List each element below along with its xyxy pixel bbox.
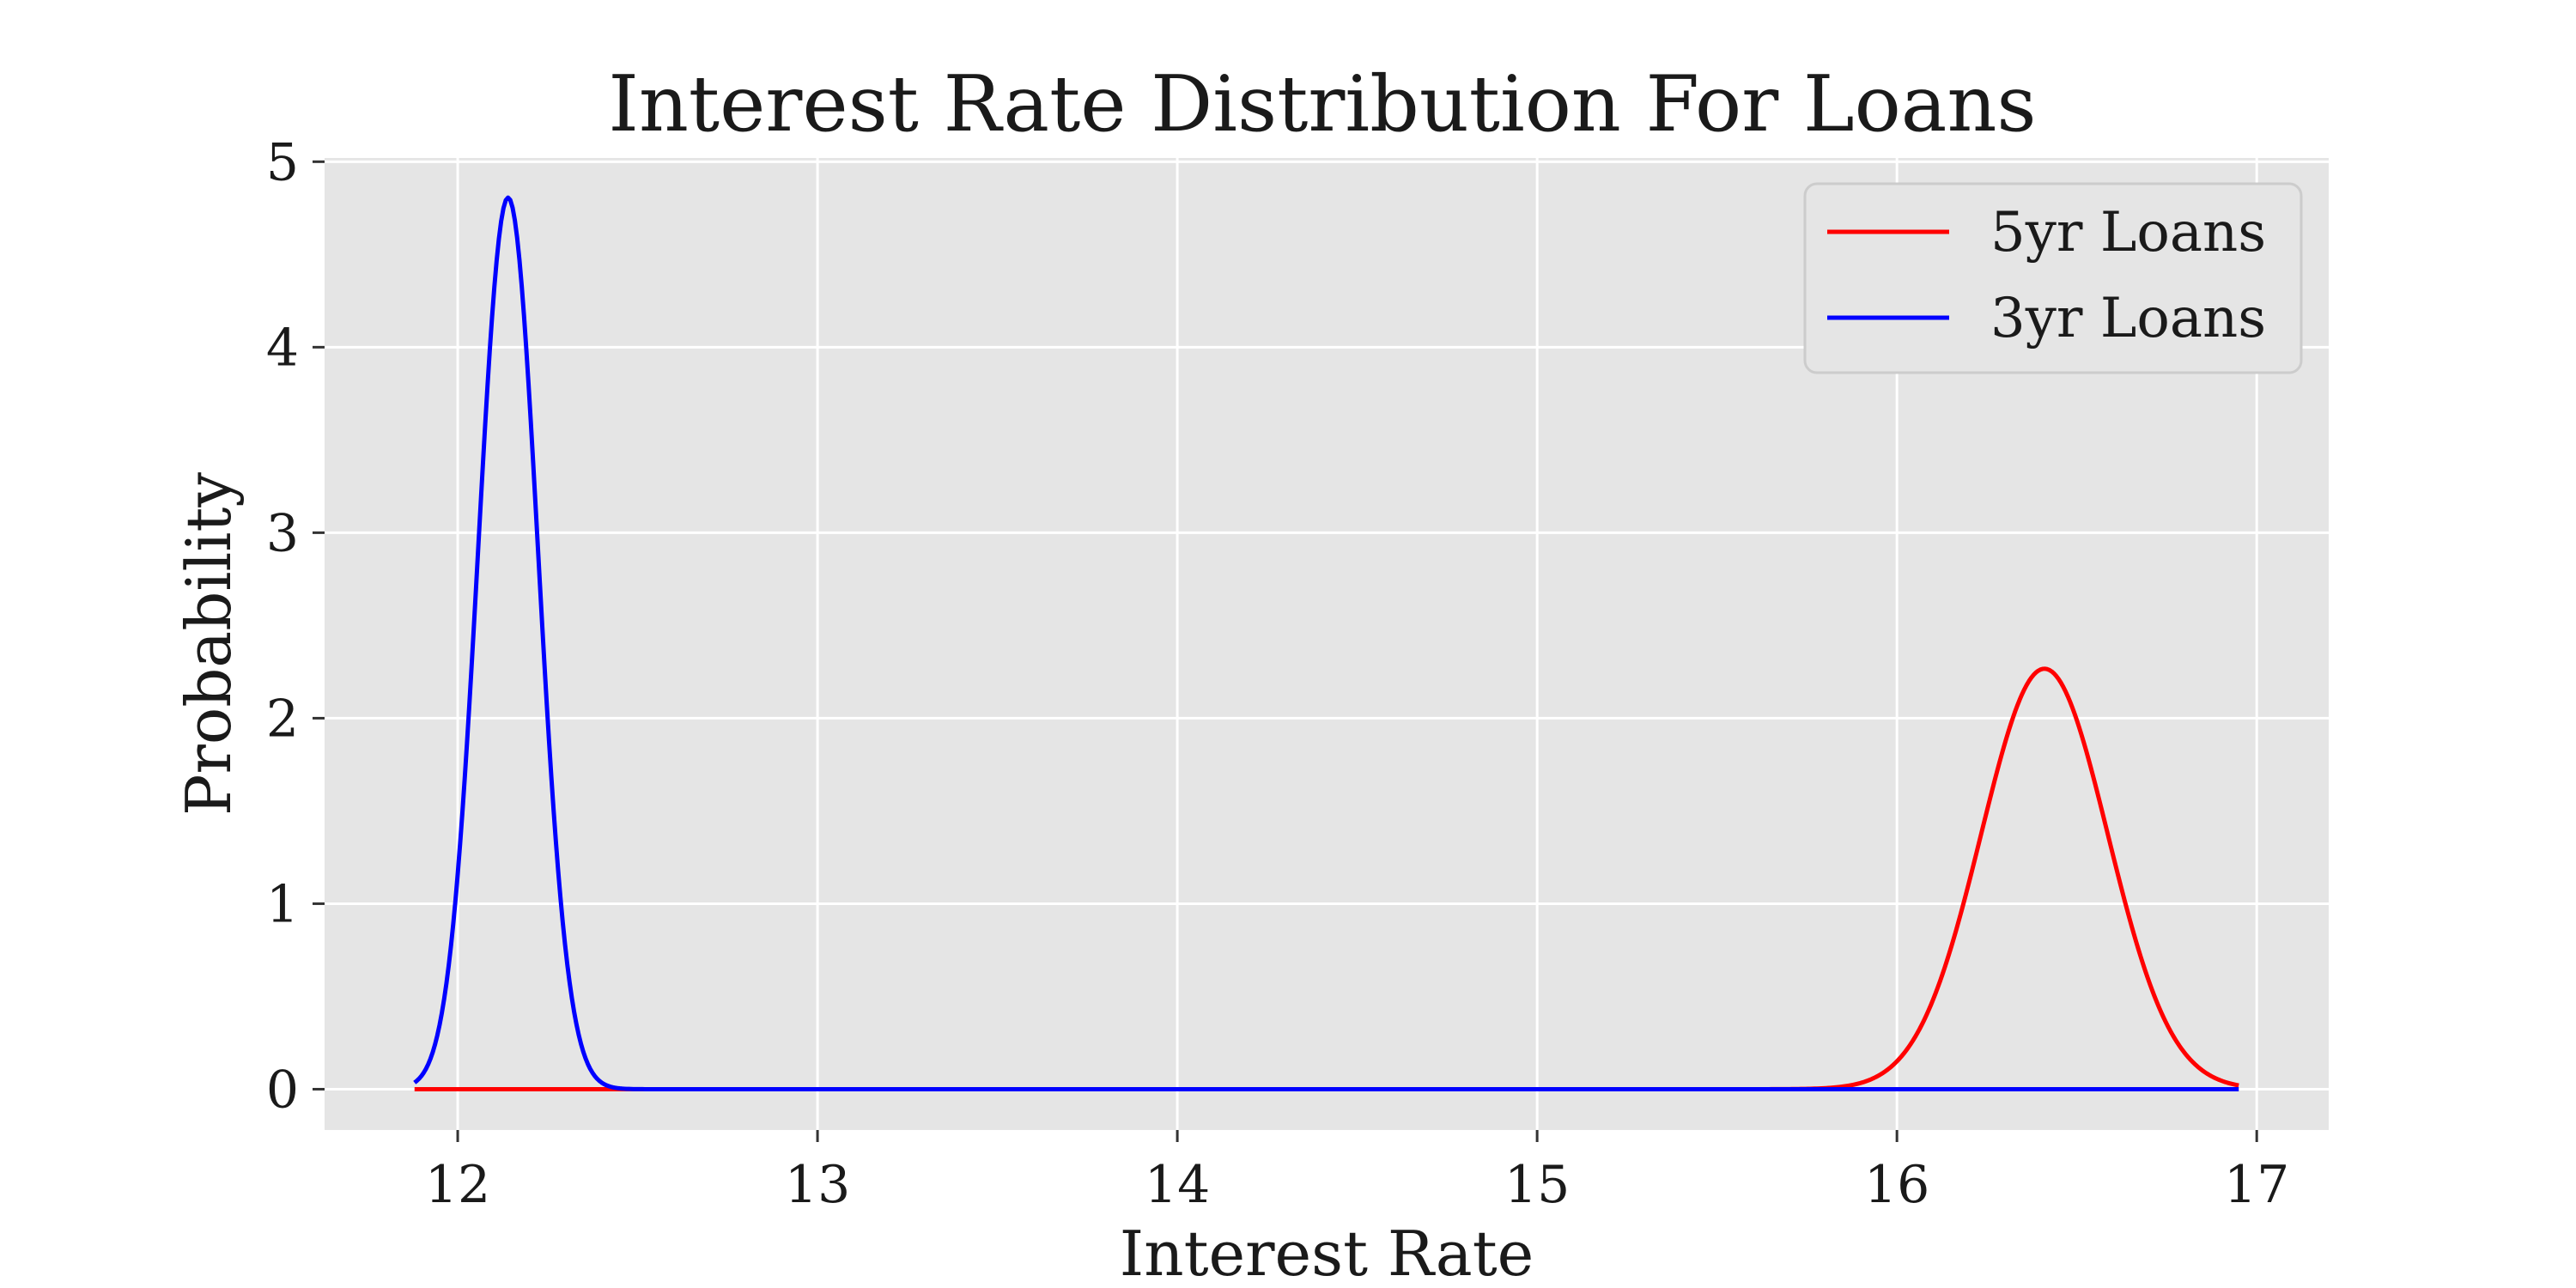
y-tick-label: 5 <box>266 132 299 192</box>
y-axis-ticks: 0 1 2 3 4 5 <box>266 132 325 1120</box>
y-tick-label: 4 <box>266 318 299 378</box>
x-tick-label: 15 <box>1504 1155 1570 1215</box>
y-tick-label: 2 <box>266 689 299 749</box>
y-tick-label: 0 <box>266 1060 299 1120</box>
x-gridlines <box>456 158 2258 1130</box>
x-axis-ticks: 12 13 14 15 16 17 <box>425 1130 2289 1215</box>
x-tick-label: 13 <box>785 1155 850 1215</box>
series-line-3yr-loans <box>413 195 2239 1091</box>
legend-label-5yr-loans: 5yr Loans <box>1990 201 2266 264</box>
y-axis-label: Probability <box>173 472 245 816</box>
x-tick-label: 14 <box>1145 1155 1210 1215</box>
legend-label-3yr-loans: 3yr Loans <box>1990 287 2266 350</box>
chart-title: Interest Rate Distribution For Loans <box>608 59 2036 149</box>
y-tick-label: 3 <box>266 503 299 563</box>
legend: 5yr Loans 3yr Loans <box>1803 182 2303 374</box>
x-axis-label: Interest Rate <box>1120 1218 1534 1288</box>
x-tick-label: 16 <box>1864 1155 1929 1215</box>
series-lines <box>413 195 2239 1091</box>
y-tick-label: 1 <box>266 874 299 934</box>
x-tick-label: 12 <box>425 1155 490 1215</box>
x-tick-label: 17 <box>2224 1155 2289 1215</box>
